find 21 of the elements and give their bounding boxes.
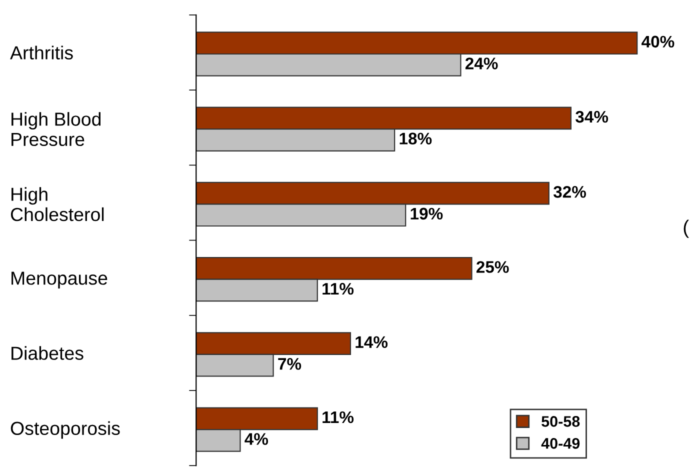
data-label: 14% bbox=[356, 336, 388, 348]
y-tick-label: High Blood Pressure bbox=[12, 112, 101, 146]
data-label: 40% bbox=[642, 36, 674, 48]
y-tick-label: Diabetes bbox=[12, 346, 84, 360]
y-tick-label: High Cholesterol bbox=[10, 187, 104, 222]
data-label: 32% bbox=[553, 186, 586, 198]
data-label: 34% bbox=[576, 110, 608, 123]
legend-label: 50-58 bbox=[542, 416, 580, 427]
data-label: 4% bbox=[244, 433, 268, 445]
legend-label: 40-49 bbox=[541, 438, 580, 449]
y-tick-label: Menopause bbox=[12, 272, 108, 289]
text: ( bbox=[684, 220, 689, 238]
data-label: 18% bbox=[400, 132, 432, 144]
data-label: 11% bbox=[322, 411, 354, 424]
y-tick-label: Arthritis bbox=[10, 46, 73, 60]
data-label: 24% bbox=[465, 58, 498, 70]
data-label: 25% bbox=[476, 261, 509, 273]
data-label: 7% bbox=[278, 358, 302, 370]
y-tick-label: Osteoporosis bbox=[10, 421, 120, 439]
data-label: 11% bbox=[322, 282, 354, 295]
data-label: 19% bbox=[410, 208, 443, 220]
